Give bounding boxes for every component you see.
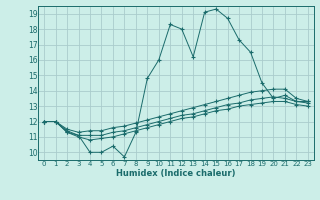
X-axis label: Humidex (Indice chaleur): Humidex (Indice chaleur) (116, 169, 236, 178)
